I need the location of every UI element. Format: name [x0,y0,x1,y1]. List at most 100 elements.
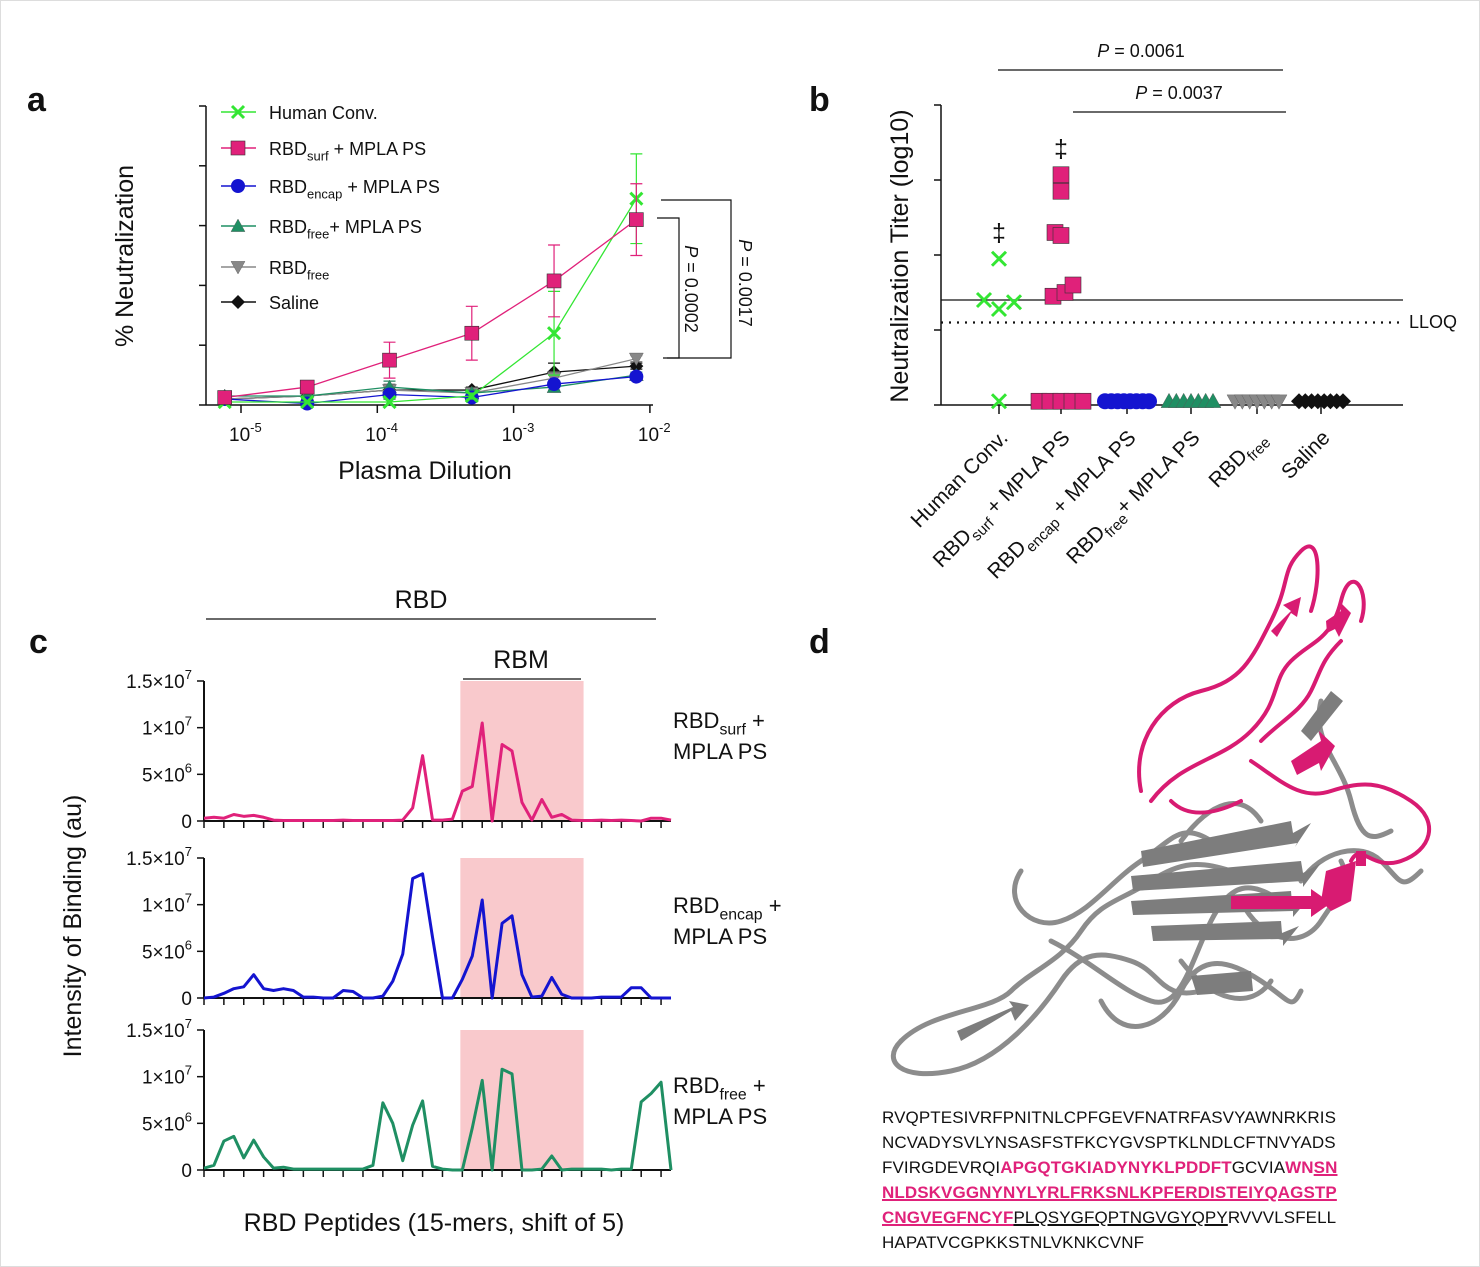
panel-letter-d: d [809,623,830,661]
legend-label-saline: Saline [269,293,319,313]
panel-a-point-human_conv [546,326,562,341]
panel-a-x-axis-label: Plasma Dilution [338,457,512,485]
p-value: = 0.0017 [735,251,755,327]
panel-c-series-label-rbd_free_mpla: RBDfree + [673,1073,766,1104]
panel-c-y-tick-label: 0 [181,989,192,1010]
panel-b-point-rbd_free_mpla [1204,392,1222,408]
panel-b-point-human_conv [975,291,993,309]
panel-a-series-rbd_surf [217,183,644,405]
legend-item-saline: Saline [221,293,319,313]
tick-exponent: 7 [185,844,192,859]
panel-a-line-rbd_free_mpla [224,374,637,397]
lloq-label: LLOQ [1409,312,1457,332]
panel-b-point-human_conv [1005,294,1023,311]
legend-marker-rbd_encap [231,179,245,193]
panel-c-series-label-rbd_free_mpla-base: RBD [673,1073,719,1098]
panel-a-x-tick-label: 10-3 [502,420,535,446]
panel-c-y-tick-label: 5×106 [142,937,192,963]
panel-a-point-human_conv [382,394,397,410]
panel-a-line-rbd_encap [224,375,637,405]
panel-c-y-tick-label: 1.5×107 [126,1016,192,1042]
panel-c-y-tick-label: 1.5×107 [126,667,192,693]
sequence-line: RVQPTESIVRFPNITNLCPFGEVFNATRFASVYAWNRKRI… [882,1105,1338,1130]
legend-label-rbd_free-subscript: free [307,267,329,282]
sequence-line: NLDSKVGGNYNYLYRLFRKSNLKPFERDISTEIYQAGSTP [882,1180,1338,1205]
panel-a-point-rbd_encap [547,377,562,392]
legend-label-rbd_encap-rest: + MPLA PS [342,177,440,197]
significance-dagger: ‡ [1054,135,1068,163]
panel-c-binding-line-rbd_encap [203,872,671,1000]
panel-b-point-rbd_surf [1064,276,1082,294]
tick-base: 0 [181,1161,192,1182]
panel-a-point-rbd_surf [217,390,233,405]
legend-label-rbd_free: RBDfree [269,258,329,282]
p-italic: P [1135,83,1147,103]
tick-exponent: 7 [185,1016,192,1031]
legend-label-rbd_encap-base: RBD [269,177,307,197]
legend-marker-rbd_surf [230,140,246,156]
panel-c-y-axis-label: Intensity of Binding (au) [59,795,87,1058]
legend-item-rbd_encap: RBDencap + MPLA PS [221,177,440,201]
panel-b-group-rbd_surf [1030,166,1092,410]
tick-base: 1×10 [142,1068,185,1089]
tick-base: 5×10 [142,1114,185,1135]
tick-base: 1×10 [142,896,185,917]
panel-letter-a: a [27,81,47,119]
tick-base: 0 [181,812,192,833]
rbd-region-label: RBD [395,586,448,614]
panel-c-series-label-rbd_free_mpla-subscript: free [719,1087,746,1104]
legend-item-human_conv: Human Conv. [221,103,378,123]
tick-exponent: -4 [386,420,398,435]
panel-c-y-tick-label: 1.5×107 [126,844,192,870]
panel-a-series-rbd_free [217,352,644,407]
panel-c-y-tick-label: 1×107 [142,1063,192,1089]
panel-c-series-label-rbd_surf-rest: + [746,708,765,733]
panel-a-x-tick-label: 10-5 [229,420,262,446]
panel-c-y-tick-label: 0 [181,812,192,833]
legend-marker-human_conv [230,104,246,120]
tick-base: 1.5×10 [126,849,185,870]
legend-label-rbd_free_mpla: RBDfree+ MPLA PS [269,217,422,241]
panel-a-point-saline [629,359,644,374]
legend-label-human_conv-base: Human Conv. [269,103,378,123]
panel-a-x-tick-label: 10-4 [365,420,398,446]
panel-a-p-value-0: P = 0.0002 [681,245,701,333]
tick-exponent: -5 [250,420,262,435]
legend-label-rbd_encap-subscript: encap [307,186,342,201]
sequence-segment: NCVADYSVLYNSASFSTFKCYGVSPTKLNDLCFTNVYADS [882,1133,1336,1152]
panel-c-binding-line-rbd_surf [203,721,672,823]
sequence-line: FVIRGDEVRQIAPGQTGKIADYNYKLPDDFTGCVIAWNSN [882,1155,1338,1180]
legend-item-rbd_free: RBDfree [221,258,329,282]
sequence-segment: RVQPTESIVRFPNITNLCPFGEVFNATRFASVYAWNRKRI… [882,1108,1337,1127]
rbm-epitope-segment: WN [1285,1158,1314,1177]
tick-base: 5×10 [142,765,185,786]
bracket-p-0002 [657,217,680,359]
panel-b-group-rbd_free [1226,394,1288,410]
tick-base: 1.5×10 [126,672,185,693]
panel-a-point-rbd_surf [382,352,397,368]
panel-b-point-rbd_encap [1141,393,1157,410]
rbd-amino-acid-sequence: RVQPTESIVRFPNITNLCPFGEVFNATRFASVYAWNRKRI… [882,1105,1338,1255]
panel-a-x-tick-label: 10-2 [638,420,671,446]
panel-b-point-saline [1335,393,1351,410]
panel-a-y-axis-label: % Neutralization [111,165,139,347]
rbd-protein-structure-illustration [890,544,1432,1077]
panel-a-point-rbd_free [629,352,644,367]
panel-b-group-rbd_free_mpla [1160,392,1222,408]
panel-b-point-rbd_free [1270,394,1288,410]
tick-base: 1×10 [142,719,185,740]
panel-letter-c: c [29,623,48,661]
panel-c-y-tick-label: 1×107 [142,891,192,917]
legend-marker-saline [231,295,245,309]
panel-c-series-label-rbd_encap: RBDencap + [673,893,782,924]
panel-b-point-human_conv [990,250,1008,267]
panel-c-series-label-line2-rbd_free_mpla: MPLA PS [673,1104,767,1129]
panel-b-group-rbd_encap [1097,393,1157,410]
panel-c-y-tick-label: 0 [181,1161,192,1182]
tick-base: 5×10 [142,942,185,963]
legend-label-saline-base: Saline [269,293,319,313]
rbm-epitope-segment: NLDSKVGGNYNYLYRLFRKSNLKPFERDISTEIYQAGSTP [882,1183,1337,1202]
p-value: = 0.0002 [681,257,701,333]
tick-exponent: -3 [523,420,535,435]
